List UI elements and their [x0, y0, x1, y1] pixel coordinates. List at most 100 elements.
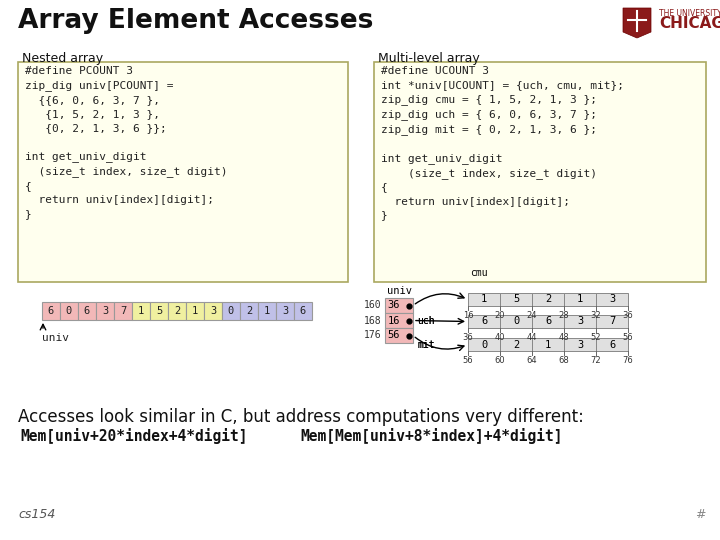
- Text: 0: 0: [228, 306, 234, 316]
- Bar: [468, 315, 500, 328]
- Text: 76: 76: [623, 356, 634, 365]
- Text: 1: 1: [577, 294, 583, 305]
- Text: 176: 176: [364, 330, 381, 341]
- Text: 6: 6: [48, 306, 54, 316]
- Text: 36: 36: [623, 311, 634, 320]
- Text: 36: 36: [388, 300, 400, 310]
- Bar: [294, 302, 312, 320]
- Text: 48: 48: [559, 333, 570, 342]
- Text: 1: 1: [192, 306, 198, 316]
- Text: 2: 2: [545, 294, 551, 305]
- Text: 56: 56: [388, 330, 400, 341]
- Text: 6: 6: [300, 306, 306, 316]
- Text: Array Element Accesses: Array Element Accesses: [18, 8, 374, 34]
- Text: 16: 16: [463, 311, 473, 320]
- Text: 0: 0: [66, 306, 72, 316]
- Bar: [258, 302, 276, 320]
- Bar: [114, 302, 132, 320]
- Polygon shape: [623, 8, 651, 38]
- Text: 68: 68: [559, 356, 570, 365]
- Text: 1: 1: [264, 306, 270, 316]
- Text: 3: 3: [577, 340, 583, 349]
- Text: 1: 1: [138, 306, 144, 316]
- Text: 5: 5: [156, 306, 162, 316]
- Bar: [596, 338, 628, 351]
- Text: CHICAGO: CHICAGO: [659, 16, 720, 31]
- Text: 2: 2: [513, 340, 519, 349]
- Text: 1: 1: [545, 340, 551, 349]
- Text: 0: 0: [481, 340, 487, 349]
- Text: 20: 20: [495, 311, 505, 320]
- Bar: [596, 293, 628, 306]
- Text: 16: 16: [388, 315, 400, 326]
- Bar: [186, 302, 204, 320]
- Text: 28: 28: [559, 311, 570, 320]
- Text: 6: 6: [609, 340, 615, 349]
- Text: Mem[Mem[univ+8*index]+4*digit]: Mem[Mem[univ+8*index]+4*digit]: [300, 428, 562, 444]
- Bar: [222, 302, 240, 320]
- Text: 0: 0: [513, 316, 519, 327]
- Text: Accesses look similar in C, but address computations very different:: Accesses look similar in C, but address …: [18, 408, 584, 426]
- Bar: [42, 302, 60, 320]
- Text: 56: 56: [623, 333, 634, 342]
- Text: mit: mit: [417, 340, 435, 349]
- Bar: [78, 302, 96, 320]
- Text: 72: 72: [590, 356, 601, 365]
- Text: #: #: [696, 508, 706, 521]
- Bar: [204, 302, 222, 320]
- Bar: [168, 302, 186, 320]
- Bar: [385, 298, 413, 313]
- Bar: [596, 315, 628, 328]
- Text: uch: uch: [417, 316, 435, 327]
- FancyBboxPatch shape: [374, 62, 706, 282]
- Text: 6: 6: [545, 316, 551, 327]
- Bar: [96, 302, 114, 320]
- Text: 6: 6: [481, 316, 487, 327]
- Text: 2: 2: [246, 306, 252, 316]
- Bar: [385, 328, 413, 343]
- Bar: [564, 315, 596, 328]
- Text: 64: 64: [527, 356, 537, 365]
- Text: 6: 6: [84, 306, 90, 316]
- Text: 3: 3: [282, 306, 288, 316]
- Text: 32: 32: [590, 311, 601, 320]
- Text: univ: univ: [387, 286, 412, 296]
- Text: 1: 1: [481, 294, 487, 305]
- Text: Mem[univ+20*index+4*digit]: Mem[univ+20*index+4*digit]: [20, 428, 248, 444]
- Bar: [564, 338, 596, 351]
- Text: cs154: cs154: [18, 508, 55, 521]
- Bar: [276, 302, 294, 320]
- Bar: [150, 302, 168, 320]
- Text: #define PCOUNT 3
zip_dig univ[PCOUNT] =
  {{6, 0, 6, 3, 7 },
   {1, 5, 2, 1, 3 }: #define PCOUNT 3 zip_dig univ[PCOUNT] = …: [25, 66, 228, 219]
- Bar: [532, 293, 564, 306]
- Bar: [385, 313, 413, 328]
- Text: 44: 44: [527, 333, 537, 342]
- Bar: [564, 293, 596, 306]
- Bar: [468, 293, 500, 306]
- Text: 60: 60: [495, 356, 505, 365]
- Bar: [60, 302, 78, 320]
- Text: cmu: cmu: [470, 268, 487, 278]
- Text: mit: mit: [417, 340, 435, 349]
- Text: #define UCOUNT 3
int *univ[UCOUNT] = {uch, cmu, mit};
zip_dig cmu = { 1, 5, 2, 1: #define UCOUNT 3 int *univ[UCOUNT] = {uc…: [381, 66, 624, 220]
- Text: 52: 52: [590, 333, 601, 342]
- Text: 3: 3: [609, 294, 615, 305]
- Bar: [132, 302, 150, 320]
- Text: 168: 168: [364, 315, 381, 326]
- Bar: [532, 315, 564, 328]
- Text: 7: 7: [609, 316, 615, 327]
- Text: 3: 3: [577, 316, 583, 327]
- Bar: [500, 338, 532, 351]
- Text: THE UNIVERSITY OF: THE UNIVERSITY OF: [659, 9, 720, 18]
- Text: 36: 36: [463, 333, 473, 342]
- Text: 3: 3: [210, 306, 216, 316]
- FancyBboxPatch shape: [18, 62, 348, 282]
- Bar: [532, 338, 564, 351]
- Text: 7: 7: [120, 306, 126, 316]
- Bar: [468, 338, 500, 351]
- Text: uch: uch: [417, 316, 435, 327]
- Bar: [500, 315, 532, 328]
- Text: 40: 40: [495, 333, 505, 342]
- Text: 2: 2: [174, 306, 180, 316]
- Bar: [500, 293, 532, 306]
